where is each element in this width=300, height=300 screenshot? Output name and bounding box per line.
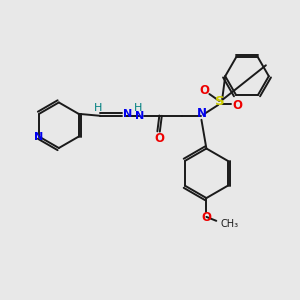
Text: O: O <box>232 99 242 112</box>
Text: CH₃: CH₃ <box>220 219 238 229</box>
Text: N: N <box>122 109 132 119</box>
Text: O: O <box>155 132 165 145</box>
Text: N: N <box>196 107 206 120</box>
Text: H: H <box>134 103 142 113</box>
Text: S: S <box>215 95 225 108</box>
Text: N: N <box>135 111 145 121</box>
Text: N: N <box>34 132 43 142</box>
Text: O: O <box>201 212 212 224</box>
Text: H: H <box>94 103 103 113</box>
Text: O: O <box>200 84 209 97</box>
